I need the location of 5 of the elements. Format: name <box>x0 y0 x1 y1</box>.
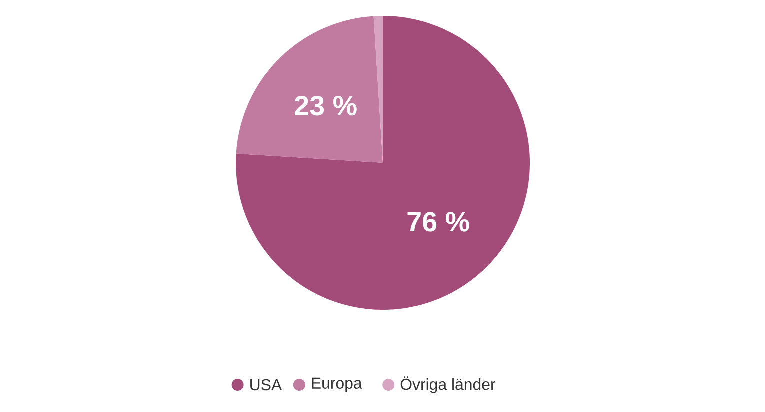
legend-label: Europa <box>312 378 362 392</box>
legend-label: Övriga länder <box>400 376 496 394</box>
data-label: 76 % <box>408 212 470 232</box>
data-label: 23 % <box>295 96 357 116</box>
legend-label: USA <box>250 379 282 391</box>
